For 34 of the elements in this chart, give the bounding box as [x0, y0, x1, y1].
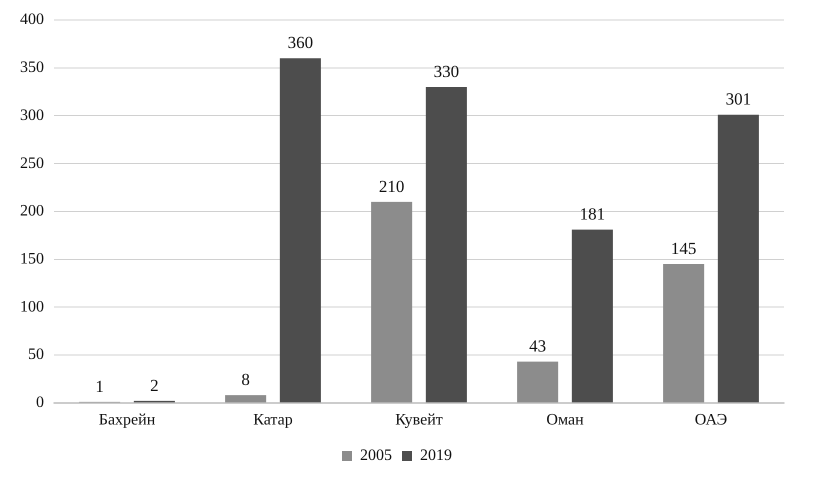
- y-tick-label: 100: [20, 298, 44, 316]
- bar: [426, 86, 467, 402]
- data-label: 360: [288, 33, 314, 52]
- data-label: 43: [529, 336, 546, 356]
- y-tick-label: 350: [20, 59, 44, 76]
- x-tick-label: Кувейт: [395, 412, 443, 429]
- x-tick-label: Катар: [253, 412, 293, 429]
- bar: [572, 230, 613, 402]
- data-label: 1: [95, 376, 104, 396]
- y-tick-label: 250: [20, 154, 44, 172]
- x-tick-label: Оман: [546, 412, 584, 429]
- y-tick-label: 400: [20, 11, 44, 28]
- y-tick-label: 0: [36, 394, 44, 412]
- bar: [718, 114, 759, 402]
- legend-label: 2019: [420, 447, 452, 464]
- bar: [663, 264, 704, 402]
- bar: [371, 202, 412, 402]
- bar: [280, 58, 321, 402]
- data-label: 145: [670, 239, 696, 258]
- legend-label: 2005: [360, 447, 392, 464]
- data-label: 181: [580, 204, 606, 224]
- bar: [517, 362, 558, 402]
- y-tick-label: 150: [20, 250, 44, 268]
- data-label: 2: [150, 376, 159, 395]
- data-label: 330: [434, 62, 460, 81]
- data-label: 8: [241, 370, 250, 390]
- bar: [225, 395, 266, 402]
- x-tick-label: ОАЭ: [694, 412, 728, 429]
- y-tick-label: 200: [20, 202, 44, 220]
- data-label: 210: [378, 176, 404, 196]
- y-tick-label: 300: [20, 106, 44, 124]
- data-label: 301: [726, 90, 752, 109]
- x-tick-label: Бахрейн: [98, 412, 156, 429]
- y-tick-label: 50: [28, 346, 44, 364]
